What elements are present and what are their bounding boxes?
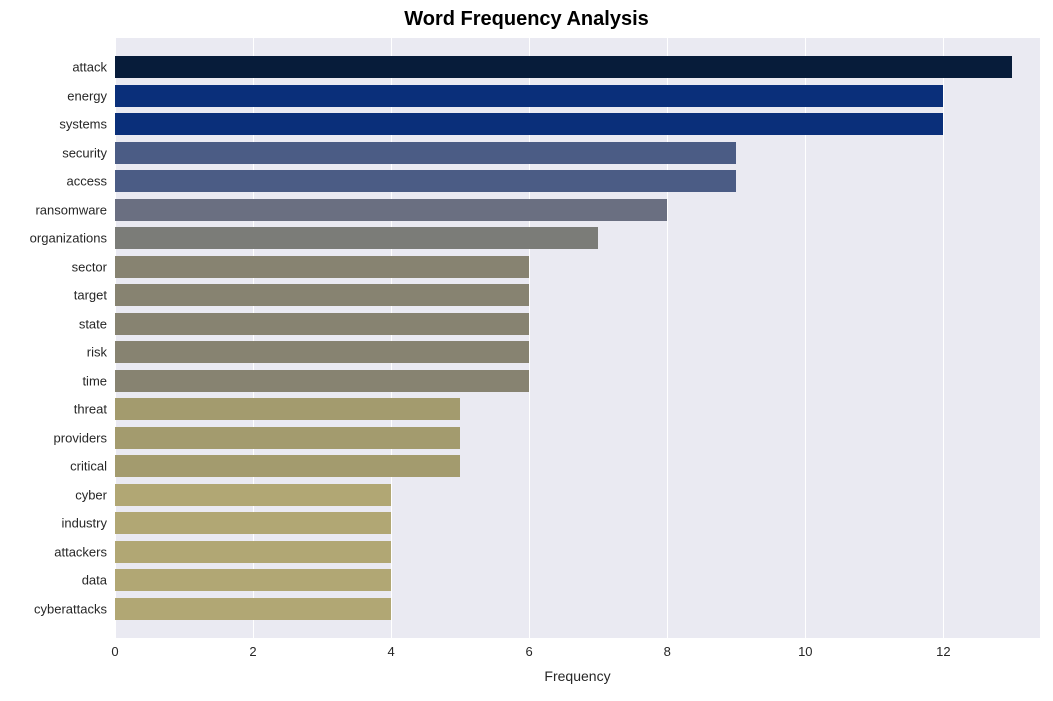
bar-row: time: [115, 367, 1040, 395]
bar-row: data: [115, 566, 1040, 594]
bar-row: systems: [115, 110, 1040, 138]
bar-row: access: [115, 167, 1040, 195]
x-tick-label: 2: [249, 644, 256, 659]
bar-row: providers: [115, 424, 1040, 452]
bar-row: cyberattacks: [115, 595, 1040, 623]
y-tick-label: providers: [54, 430, 107, 445]
y-tick-label: sector: [72, 259, 107, 274]
bar: [115, 313, 529, 335]
bar: [115, 455, 460, 477]
x-tick-label: 10: [798, 644, 812, 659]
bar: [115, 569, 391, 591]
bar-row: target: [115, 281, 1040, 309]
bar: [115, 142, 736, 164]
plot-area: Frequency 024681012attackenergysystemsse…: [115, 38, 1040, 638]
bar-row: security: [115, 139, 1040, 167]
bar-row: attackers: [115, 538, 1040, 566]
y-tick-label: target: [74, 288, 107, 303]
bar: [115, 199, 667, 221]
bar: [115, 484, 391, 506]
y-tick-label: critical: [70, 459, 107, 474]
y-tick-label: energy: [67, 88, 107, 103]
y-tick-label: organizations: [30, 231, 107, 246]
y-tick-label: security: [62, 145, 107, 160]
bar-row: energy: [115, 82, 1040, 110]
bar: [115, 256, 529, 278]
y-tick-label: data: [82, 573, 107, 588]
bar: [115, 598, 391, 620]
y-tick-label: systems: [59, 117, 107, 132]
y-tick-label: cyberattacks: [34, 601, 107, 616]
bar-row: risk: [115, 338, 1040, 366]
y-tick-label: industry: [61, 516, 107, 531]
x-tick-label: 6: [526, 644, 533, 659]
chart-container: Word Frequency Analysis Frequency 024681…: [0, 0, 1053, 701]
bar: [115, 541, 391, 563]
y-tick-label: attackers: [54, 544, 107, 559]
y-tick-label: state: [79, 316, 107, 331]
bar-row: cyber: [115, 481, 1040, 509]
y-tick-label: threat: [74, 402, 107, 417]
x-axis-label: Frequency: [544, 668, 610, 684]
bar-row: state: [115, 310, 1040, 338]
y-tick-label: attack: [72, 60, 107, 75]
x-tick-label: 4: [387, 644, 394, 659]
bar: [115, 227, 598, 249]
x-tick-label: 0: [111, 644, 118, 659]
y-tick-label: risk: [87, 345, 107, 360]
bar-row: industry: [115, 509, 1040, 537]
y-tick-label: cyber: [75, 487, 107, 502]
bar: [115, 341, 529, 363]
y-tick-label: ransomware: [35, 202, 107, 217]
bar-row: ransomware: [115, 196, 1040, 224]
bar-row: threat: [115, 395, 1040, 423]
bar: [115, 170, 736, 192]
bar-row: critical: [115, 452, 1040, 480]
bar: [115, 56, 1012, 78]
x-tick-label: 8: [664, 644, 671, 659]
bar-row: attack: [115, 53, 1040, 81]
chart-title: Word Frequency Analysis: [0, 8, 1053, 31]
bar-row: sector: [115, 253, 1040, 281]
y-tick-label: access: [67, 174, 107, 189]
bar: [115, 113, 943, 135]
bar: [115, 370, 529, 392]
bar: [115, 512, 391, 534]
bar: [115, 398, 460, 420]
x-tick-label: 12: [936, 644, 950, 659]
bar: [115, 284, 529, 306]
y-tick-label: time: [82, 373, 107, 388]
bar-row: organizations: [115, 224, 1040, 252]
bar: [115, 85, 943, 107]
bar: [115, 427, 460, 449]
